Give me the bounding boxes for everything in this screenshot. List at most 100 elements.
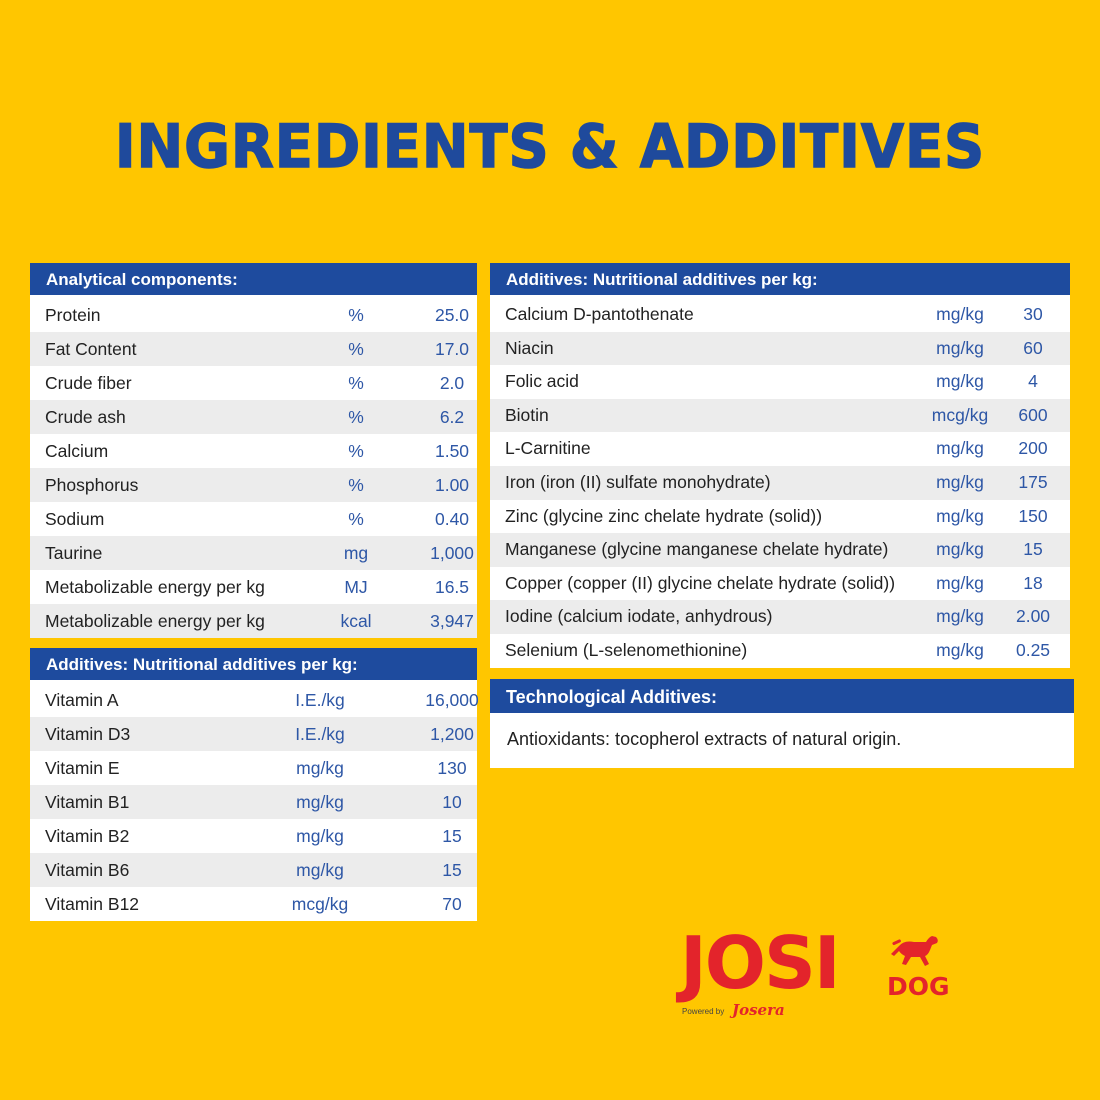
row-unit: mcg/kg <box>291 894 349 914</box>
row-value: 130 <box>437 758 467 778</box>
table-row: Iron (iron (II) sulfate monohydrate) mg/k… <box>490 465 1070 500</box>
row-unit: mg/kg <box>936 304 984 324</box>
row-value: 4 <box>1028 371 1038 392</box>
row-label: Vitamin D3 <box>45 724 131 744</box>
row-unit: % <box>348 441 364 461</box>
table-row: Sodium% 0.40 <box>30 502 477 536</box>
table-row: Vitamin B2 mg/kg 15 <box>30 819 477 853</box>
row-unit: mg/kg <box>936 539 984 560</box>
row-label: Zinc (glycine zinc chelate hydrate (soli… <box>505 505 823 526</box>
table-row: Metabolizable energy per kg kcal 3,947 <box>30 604 477 638</box>
row-label: L-Carnitine <box>505 438 591 459</box>
nutritional-additives-table: Additives: Nutritional additives per kg:… <box>490 263 1070 668</box>
row-unit: mg/kg <box>296 758 344 778</box>
row-value: 15 <box>442 826 462 846</box>
row-value: 1.50 <box>434 441 470 461</box>
row-unit: mg/kg <box>936 337 984 358</box>
row-label: Vitamin B12 <box>45 894 140 914</box>
row-unit: I.E./kg <box>295 690 345 710</box>
row-label: Vitamin B2 <box>45 826 130 846</box>
row-unit: % <box>348 339 364 359</box>
table-row: Copper (copper (II) glycine chelate hydr… <box>490 567 1070 601</box>
row-unit: mg/kg <box>936 471 984 492</box>
table-body: Vitamin A I.E./kg 16,000 Vitamin D3 I.E./kg 1… <box>30 683 479 921</box>
row-unit: I.E./kg <box>295 724 345 744</box>
row-label: Vitamin E <box>45 758 120 778</box>
row-value: 175 <box>1018 471 1048 492</box>
row-label: Metabolizable energy per kg <box>45 577 265 597</box>
row-value: 15 <box>1023 539 1043 560</box>
row-label: Biotin <box>505 404 549 425</box>
row-label: Crude fiber <box>45 373 132 393</box>
row-unit: % <box>348 407 364 427</box>
table-row: Calcium% 1.50 <box>30 434 477 468</box>
table-row: Vitamin B6 mg/kg 15 <box>30 853 477 887</box>
table-row: L-Carnitine mg/kg 200 <box>490 432 1070 466</box>
table-header: Additives: Nutritional additives per kg: <box>30 648 477 683</box>
row-value: 2.0 <box>439 373 465 393</box>
table-row: Phosphorus% 1.00 <box>30 468 477 502</box>
row-value: 1,200 <box>430 724 474 744</box>
table-row: Metabolizable energy per kg MJ 16.5 <box>30 570 477 604</box>
row-value: 3,947 <box>430 611 474 631</box>
row-unit: mg/kg <box>936 438 984 459</box>
table-row: Niacin mg/kg 60 <box>490 331 1070 366</box>
table-body: Protein% 25.0 Fat Content% 17.0 Crude fiber%… <box>30 298 477 638</box>
row-unit: mg/kg <box>296 860 344 880</box>
row-value: 10 <box>442 792 462 812</box>
vitamin-additives-table: Additives: Nutritional additives per kg:… <box>30 648 479 921</box>
table-row: Biotin mcg/kg 600 <box>490 398 1070 433</box>
row-label: Metabolizable energy per kg <box>45 611 265 631</box>
row-value: 1.00 <box>434 475 470 495</box>
row-label: Taurine <box>45 543 103 563</box>
page-title: INGREDIENTS & ADDITIVES <box>114 111 986 183</box>
table-row: Vitamin B12 mcg/kg 70 <box>30 887 477 921</box>
table-row: Vitamin E mg/kg 130 <box>30 751 477 785</box>
row-label: Vitamin B1 <box>45 792 130 812</box>
row-unit: % <box>348 475 364 495</box>
row-unit: kcal <box>340 611 372 631</box>
running-dog-icon <box>890 931 940 976</box>
row-value: 17.0 <box>434 339 470 359</box>
table-header: Technological Additives: <box>490 679 1074 713</box>
table-body: Calcium D-pantothenate mg/kg 30 Niacin mg/kg… <box>490 298 1070 668</box>
row-label: Calcium D-pantothenate <box>505 304 694 324</box>
table-row: Vitamin B1 mg/kg 10 <box>30 785 477 819</box>
table-row: Folic acid mg/kg 4 <box>490 365 1070 399</box>
row-value: 18 <box>1023 572 1043 593</box>
row-label: Copper (copper (II) glycine chelate hydr… <box>505 572 896 593</box>
row-value: 60 <box>1023 337 1043 358</box>
row-label: Sodium <box>45 509 105 529</box>
row-value: 16.5 <box>434 577 470 597</box>
row-unit: mg/kg <box>936 639 984 660</box>
row-unit: mg/kg <box>296 792 344 812</box>
technological-additives-text: Antioxidants: tocopherol extracts of nat… <box>507 729 902 749</box>
table-row: Iodine (calcium iodate, anhydrous) mg/kg 2… <box>490 600 1070 634</box>
row-unit: % <box>348 305 364 325</box>
table-row: Zinc (glycine zinc chelate hydrate (soli… <box>490 500 1070 534</box>
row-value: 70 <box>442 894 462 914</box>
row-label: Selenium (L-selenomethionine) <box>505 639 748 660</box>
technological-additives-panel: Technological Additives: Antioxidants: t… <box>490 679 1074 768</box>
row-unit: mg/kg <box>936 505 984 526</box>
row-value: 15 <box>442 860 462 880</box>
table-row: Protein% 25.0 <box>30 298 477 332</box>
table-row: Taurine mg 1,000 <box>30 536 477 570</box>
row-value: 2.00 <box>1015 606 1051 627</box>
row-value: 200 <box>1018 438 1048 459</box>
logo-sub-text: DOG <box>887 972 950 1001</box>
row-value: 6.2 <box>439 407 465 427</box>
table-row: Crude ash% 6.2 <box>30 400 477 434</box>
row-unit: mcg/kg <box>931 404 989 425</box>
row-label: Niacin <box>505 337 554 358</box>
row-label: Vitamin B6 <box>45 860 130 880</box>
table-row: Calcium D-pantothenate mg/kg 30 <box>490 298 1070 332</box>
table-row: Crude fiber% 2.0 <box>30 366 477 400</box>
logo-brand-text: JOSI <box>680 921 841 1005</box>
row-value: 0.25 <box>1015 639 1051 660</box>
table-row: Fat Content% 17.0 <box>30 332 477 366</box>
row-label: Protein <box>45 305 101 325</box>
row-value: 0.40 <box>434 509 470 529</box>
row-unit: mg/kg <box>936 572 984 593</box>
table-header: Additives: Nutritional additives per kg: <box>490 263 1070 298</box>
